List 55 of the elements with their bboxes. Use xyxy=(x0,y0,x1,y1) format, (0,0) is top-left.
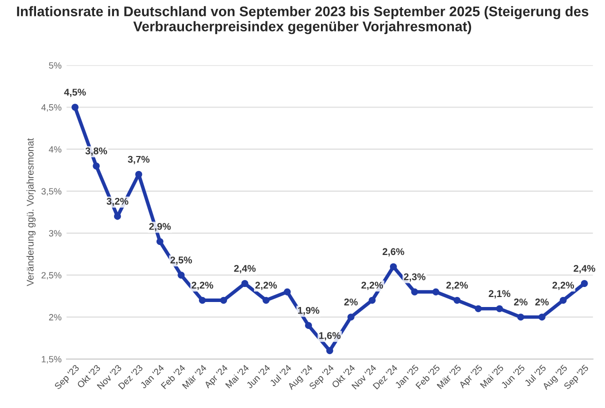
data-label: 2% xyxy=(535,298,549,306)
data-label: 2% xyxy=(514,298,528,306)
data-label: 2,4% xyxy=(574,264,596,274)
data-label: 2,2% xyxy=(446,282,468,290)
data-label: 4,5% xyxy=(64,88,86,98)
data-label: 2% xyxy=(344,298,358,306)
y-tick-label: 4% xyxy=(48,146,62,153)
y-tick-label: 4,5% xyxy=(41,104,62,112)
point xyxy=(390,263,397,270)
point xyxy=(411,288,418,296)
point xyxy=(496,305,503,312)
point xyxy=(284,288,291,296)
data-label: 2,2% xyxy=(552,282,574,290)
point xyxy=(178,272,185,279)
y-tick-label: 5% xyxy=(49,62,62,69)
point xyxy=(92,162,100,170)
point xyxy=(517,314,524,321)
point xyxy=(347,314,354,321)
data-label: 3,8% xyxy=(85,147,108,156)
y-tick-label: 2,5% xyxy=(42,272,62,280)
y-tick-label: 3% xyxy=(48,230,62,237)
point xyxy=(305,322,312,329)
chart-title: Inflationsrate in Deutschland von September 2023 bis September 2025 (Steigerung des Verbraucherpreisindex gegenüber Vorjahresmonat) xyxy=(17,6,588,34)
y-tick-label: 3,5% xyxy=(41,188,62,196)
point xyxy=(538,314,546,321)
y-axis-title: Veränderung ggü. Vorjahresmonat xyxy=(26,138,36,286)
point xyxy=(262,296,270,304)
data-label: 2,9% xyxy=(149,223,171,232)
point xyxy=(432,288,440,296)
point xyxy=(474,305,482,312)
point xyxy=(198,296,206,304)
point xyxy=(326,347,334,354)
data-label: 3,2% xyxy=(106,198,128,206)
data-label: 1,9% xyxy=(298,306,320,316)
data-label: 3,7% xyxy=(128,156,150,164)
point xyxy=(135,170,142,178)
point xyxy=(368,296,376,304)
data-label: 2,2% xyxy=(361,282,383,290)
point xyxy=(560,296,567,304)
y-tick-label: 2% xyxy=(49,314,62,320)
data-label: 2,2% xyxy=(255,282,277,290)
data-label: 2,3% xyxy=(404,273,426,282)
y-tick-label: 1,5% xyxy=(42,356,62,364)
point xyxy=(241,280,248,287)
point xyxy=(454,296,461,304)
data-label: 1,6% xyxy=(319,332,341,340)
point xyxy=(72,104,79,111)
data-label: 2,1% xyxy=(488,290,510,298)
data-label: 2,6% xyxy=(382,248,404,256)
point xyxy=(156,238,164,246)
data-label: 2,4% xyxy=(234,264,256,274)
data-label: 2,5% xyxy=(170,256,192,265)
point xyxy=(220,296,228,304)
data-label: 2,2% xyxy=(192,282,214,290)
point xyxy=(580,280,588,287)
